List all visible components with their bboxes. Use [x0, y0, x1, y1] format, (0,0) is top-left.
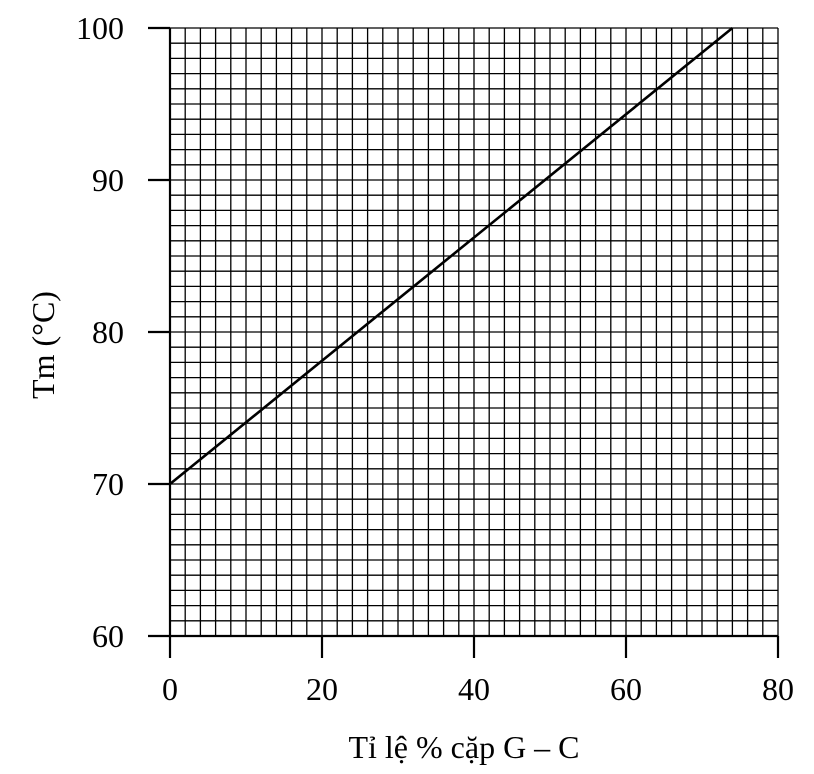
y-axis-label: Tm (°C) [25, 291, 61, 399]
y-tick-label: 100 [76, 10, 124, 46]
series-line [169, 26, 734, 486]
x-tick-label: 20 [306, 671, 338, 707]
x-tick-label: 80 [762, 671, 794, 707]
x-tick-label: 40 [458, 671, 490, 707]
x-tick-label: 0 [162, 671, 178, 707]
y-tick-label: 90 [92, 162, 124, 198]
y-tick-label: 60 [92, 618, 124, 654]
x-axis-label: Tỉ lệ % cặp G – C [348, 729, 579, 765]
y-tick-label: 70 [92, 466, 124, 502]
ticks: 60 70 80 90 100 0 20 40 60 80 [76, 10, 794, 707]
y-tick-label: 80 [92, 314, 124, 350]
series [169, 26, 734, 486]
x-tick-label: 60 [610, 671, 642, 707]
grid [169, 27, 779, 637]
